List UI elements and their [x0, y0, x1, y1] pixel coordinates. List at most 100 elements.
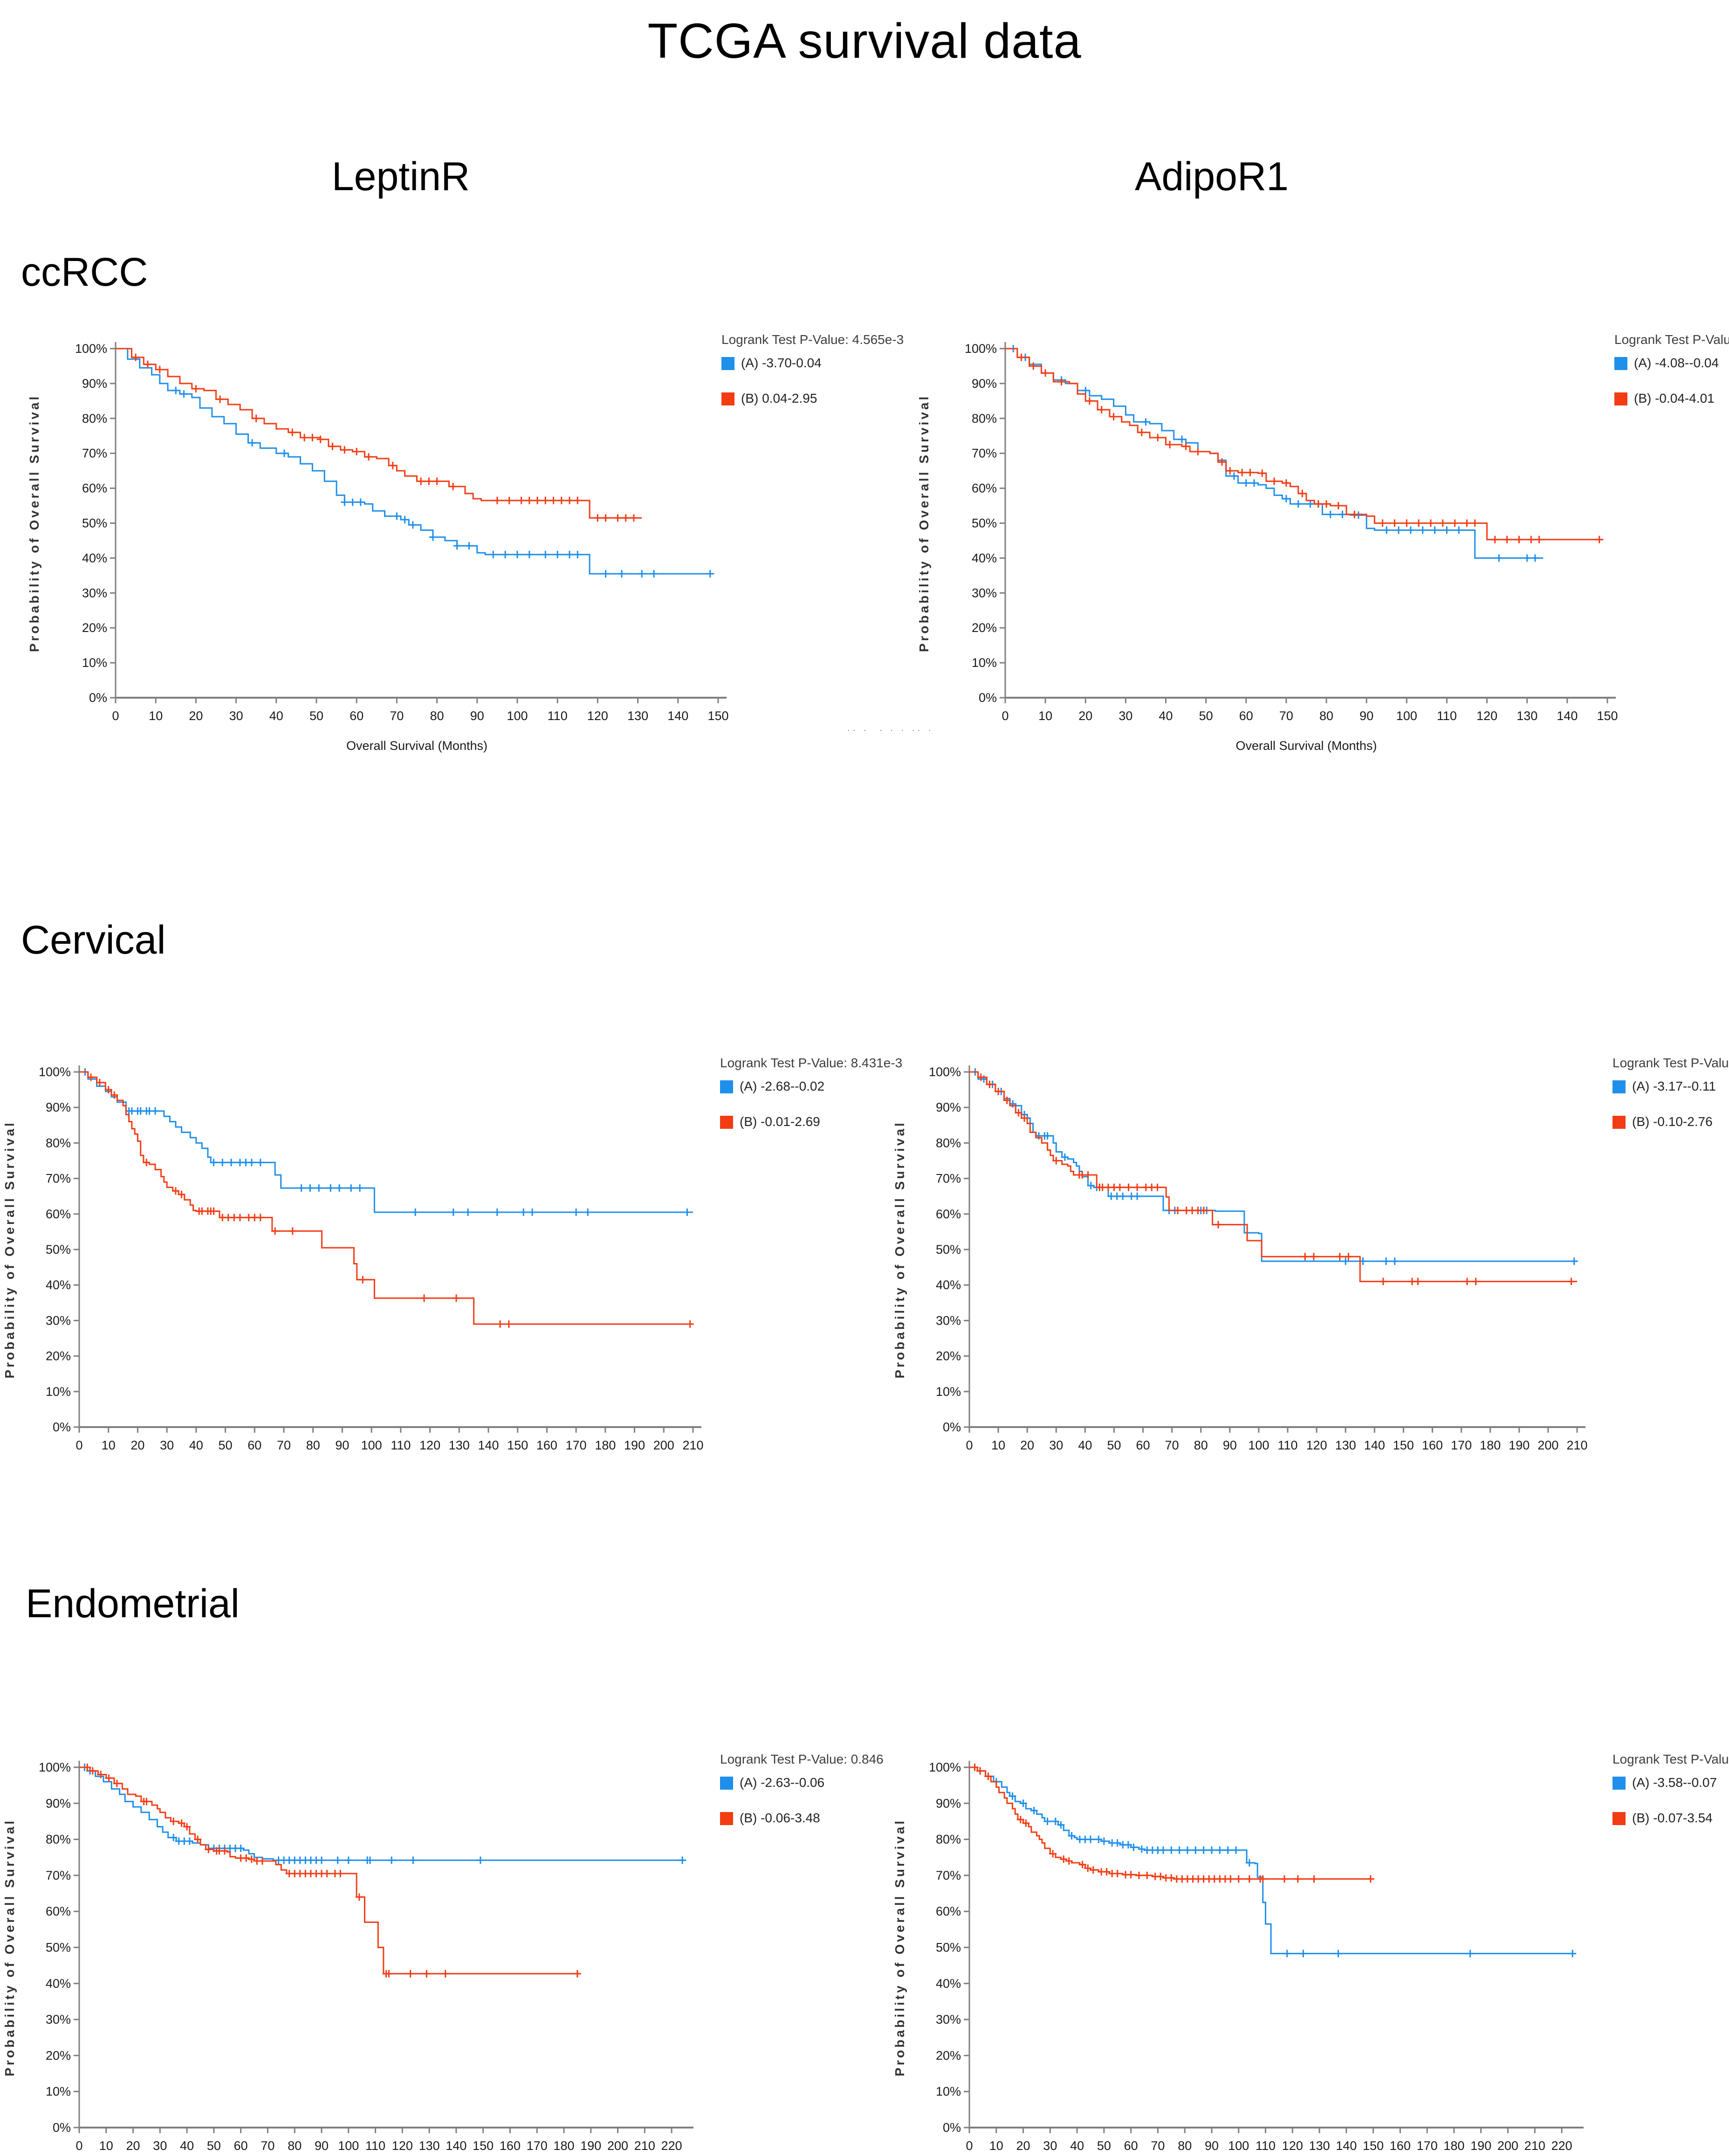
x-tick-label: 130	[1516, 709, 1537, 723]
y-tick-label: 60%	[936, 1207, 961, 1221]
legend-swatch	[721, 392, 734, 405]
x-tick-label: 30	[1118, 709, 1132, 723]
y-tick-label: 90%	[46, 1796, 71, 1810]
y-tick-label: 20%	[46, 2048, 71, 2062]
y-tick-label: 70%	[936, 1868, 961, 1882]
x-tick-label: 50	[219, 1438, 233, 1452]
x-tick-label: 110	[1278, 1438, 1298, 1452]
legend-swatch	[1614, 357, 1627, 370]
x-tick-label: 100	[1396, 709, 1417, 723]
x-tick-label: 100	[1248, 1438, 1269, 1452]
x-tick-label: 210	[1566, 1438, 1587, 1452]
x-tick-label: 150	[1363, 2139, 1384, 2153]
x-tick-label: 170	[527, 2139, 548, 2153]
y-tick-label: 20%	[82, 621, 107, 635]
y-tick-label: 60%	[972, 481, 997, 495]
row-label-cervical: Cervical	[21, 918, 166, 962]
x-tick-label: 10	[99, 2139, 113, 2153]
x-tick-label: 140	[1557, 709, 1578, 723]
y-tick-label: 40%	[46, 1977, 71, 1991]
x-tick-label: 40	[269, 709, 283, 723]
x-tick-label: 190	[624, 1438, 645, 1452]
legend-series-label: (B) 0.04-2.95	[741, 391, 817, 405]
x-tick-label: 130	[449, 1438, 470, 1452]
x-tick-label: 100	[507, 709, 528, 723]
x-tick-label: 190	[580, 2139, 601, 2153]
x-tick-label: 70	[1279, 709, 1293, 723]
x-tick-label: 200	[653, 1438, 674, 1452]
figure-title: TCGA survival data	[647, 14, 1082, 69]
y-tick-label: 50%	[972, 516, 997, 530]
x-tick-label: 50	[1199, 709, 1213, 723]
x-tick-label: 210	[682, 1438, 703, 1452]
y-tick-label: 0%	[53, 1420, 71, 1434]
x-tick-label: 140	[1364, 1438, 1385, 1452]
x-tick-label: 70	[1165, 1438, 1179, 1452]
y-tick-label: 20%	[972, 621, 997, 635]
x-tick-label: 160	[536, 1438, 557, 1452]
y-tick-label: 10%	[972, 656, 997, 670]
x-tick-label: 220	[661, 2139, 682, 2153]
x-tick-label: 40	[1070, 2139, 1084, 2153]
y-tick-label: 0%	[943, 2121, 961, 2135]
x-tick-label: 150	[1393, 1438, 1414, 1452]
x-tick-label: 150	[473, 2139, 494, 2153]
legend-series-label: (B) -0.07-3.54	[1632, 1811, 1713, 1825]
y-tick-label: 0%	[89, 691, 107, 705]
y-tick-label: 90%	[82, 377, 107, 391]
x-tick-label: 40	[189, 1438, 203, 1452]
x-axis-title: Overall Survival (Months)	[1235, 739, 1377, 753]
survival-curve	[79, 1766, 580, 1975]
x-tick-label: 90	[470, 709, 484, 723]
row-label-ccrcc: ccRCC	[21, 250, 148, 295]
x-tick-label: 130	[627, 709, 648, 723]
x-tick-label: 60	[1136, 1438, 1150, 1452]
x-tick-label: 100	[1228, 2139, 1249, 2153]
x-tick-label: 100	[361, 1438, 382, 1452]
x-tick-label: 120	[1282, 2139, 1303, 2153]
y-axis-title: Probability of Overall Survival	[892, 1819, 907, 2076]
survival-curve	[1005, 348, 1544, 559]
y-tick-label: 70%	[46, 1172, 71, 1186]
x-tick-label: 180	[1443, 2139, 1464, 2153]
legend-series-label: (A) -2.68--0.02	[740, 1079, 824, 1093]
y-tick-label: 100%	[75, 342, 107, 356]
y-axis-title: Probability of Overall Survival	[917, 394, 931, 652]
y-tick-label: 100%	[929, 1065, 961, 1079]
y-tick-label: 80%	[82, 412, 107, 426]
x-tick-label: 40	[180, 2139, 194, 2153]
y-tick-label: 40%	[46, 1278, 71, 1292]
x-tick-label: 40	[1078, 1438, 1092, 1452]
y-tick-label: 90%	[972, 377, 997, 391]
x-tick-label: 130	[1309, 2139, 1330, 2153]
x-tick-label: 10	[102, 1438, 116, 1452]
x-tick-label: 130	[1335, 1438, 1356, 1452]
survival-curve	[79, 1071, 693, 1325]
x-tick-label: 200	[1497, 2139, 1518, 2153]
x-tick-label: 110	[1437, 709, 1457, 723]
legend-pvalue: Logrank Test P-Value: 0.906	[1612, 1056, 1729, 1070]
x-tick-label: 50	[1097, 2139, 1111, 2153]
km-plot-ccrcc-leptinr: 0% 10% 20% 30% 40% 50% 60% 70% 80% 90% 100% 0 10 20 30…	[27, 332, 904, 753]
km-plot-cervical-leptinr: 0% 10% 20% 30% 40% 50% 60% 70% 80% 90% 100% 0 10 20 30…	[2, 1056, 902, 1452]
x-tick-label: 170	[1451, 1438, 1472, 1452]
y-tick-label: 30%	[82, 586, 107, 600]
x-tick-label: 40	[1159, 709, 1173, 723]
y-tick-label: 70%	[936, 1172, 961, 1186]
legend-swatch	[720, 1116, 733, 1129]
x-axis-title: Overall Survival (Months)	[346, 739, 487, 753]
y-tick-label: 60%	[46, 1207, 71, 1221]
y-tick-label: 50%	[46, 1243, 71, 1257]
legend-pvalue: Logrank Test P-Value: 4.565e-3	[721, 332, 904, 347]
y-tick-label: 40%	[936, 1977, 961, 1991]
x-tick-label: 30	[153, 2139, 167, 2153]
y-axis-title: Probability of Overall Survival	[27, 394, 41, 652]
y-tick-label: 70%	[46, 1868, 71, 1882]
x-tick-label: 0	[1002, 709, 1009, 723]
legend-swatch	[1612, 1116, 1626, 1129]
x-tick-label: 90	[1359, 709, 1373, 723]
x-tick-label: 110	[365, 2139, 385, 2153]
y-tick-label: 60%	[82, 481, 107, 495]
x-tick-label: 170	[566, 1438, 587, 1452]
x-tick-label: 150	[507, 1438, 528, 1452]
